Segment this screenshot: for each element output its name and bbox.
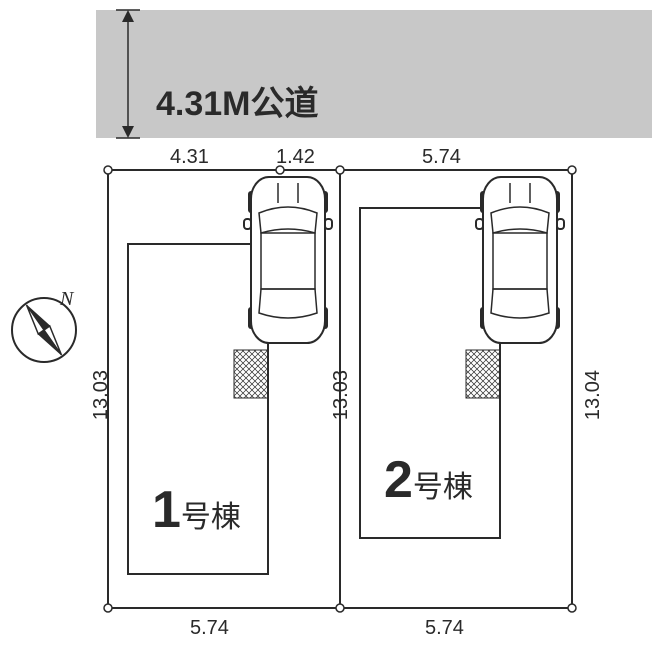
corner-marker xyxy=(568,604,576,612)
dim-bottom-1: 5.74 xyxy=(425,617,464,640)
dim-right: 13.04 xyxy=(582,370,605,420)
building-1-number: 1 xyxy=(152,481,181,539)
building-1-label: 1号棟 xyxy=(152,480,241,540)
building-2-suffix: 号棟 xyxy=(413,471,473,504)
entrance-hatch-1 xyxy=(234,350,268,398)
corner-marker xyxy=(104,166,112,174)
dim-top-0: 4.31 xyxy=(170,146,209,169)
corner-marker xyxy=(568,166,576,174)
dim-top-2: 5.74 xyxy=(422,146,461,169)
compass-n-label: N xyxy=(60,288,73,311)
lot-1-outline xyxy=(108,170,340,608)
dim-bottom-0: 5.74 xyxy=(190,617,229,640)
dim-mid: 13.03 xyxy=(330,370,353,420)
dim-left: 13.03 xyxy=(90,370,113,420)
road-label: 4.31M公道 xyxy=(156,76,319,125)
building-2-number: 2 xyxy=(384,451,413,509)
lot-2-outline xyxy=(340,170,572,608)
dim-top-1: 1.42 xyxy=(276,146,315,169)
corner-marker xyxy=(336,166,344,174)
building-1-suffix: 号棟 xyxy=(181,501,241,534)
corner-marker xyxy=(104,604,112,612)
building-2-label: 2号棟 xyxy=(384,450,473,510)
entrance-hatch-2 xyxy=(466,350,500,398)
corner-marker xyxy=(336,604,344,612)
